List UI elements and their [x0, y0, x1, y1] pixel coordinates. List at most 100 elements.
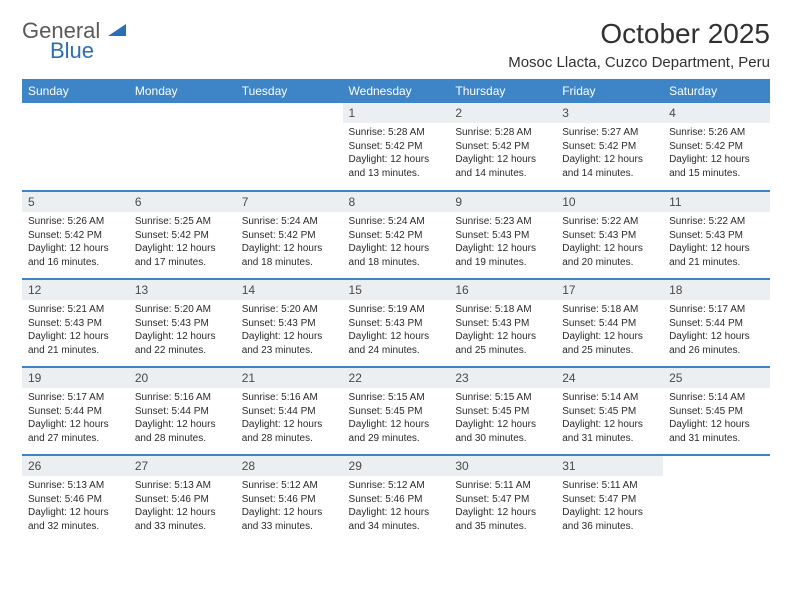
day-number-empty: [236, 103, 343, 123]
calendar-week-row: 5Sunrise: 5:26 AMSunset: 5:42 PMDaylight…: [22, 191, 770, 279]
day-details: Sunrise: 5:13 AMSunset: 5:46 PMDaylight:…: [129, 476, 236, 539]
day-header: Wednesday: [343, 79, 450, 103]
day-details: Sunrise: 5:22 AMSunset: 5:43 PMDaylight:…: [663, 212, 770, 275]
calendar-day-cell: 15Sunrise: 5:19 AMSunset: 5:43 PMDayligh…: [343, 279, 450, 367]
day-details: Sunrise: 5:15 AMSunset: 5:45 PMDaylight:…: [449, 388, 556, 451]
day-details: Sunrise: 5:16 AMSunset: 5:44 PMDaylight:…: [236, 388, 343, 451]
day-number: 24: [556, 368, 663, 388]
day-number: 4: [663, 103, 770, 123]
calendar-day-cell: 24Sunrise: 5:14 AMSunset: 5:45 PMDayligh…: [556, 367, 663, 455]
day-number: 9: [449, 192, 556, 212]
page-title: October 2025: [508, 18, 770, 50]
day-details: Sunrise: 5:14 AMSunset: 5:45 PMDaylight:…: [556, 388, 663, 451]
day-number: 3: [556, 103, 663, 123]
logo-triangle-icon: [108, 22, 130, 43]
day-number: 18: [663, 280, 770, 300]
header: General Blue October 2025 Mosoc Llacta, …: [22, 18, 770, 71]
day-number: 6: [129, 192, 236, 212]
day-header: Saturday: [663, 79, 770, 103]
calendar-day-cell: 5Sunrise: 5:26 AMSunset: 5:42 PMDaylight…: [22, 191, 129, 279]
day-number: 23: [449, 368, 556, 388]
day-number: 12: [22, 280, 129, 300]
day-header: Sunday: [22, 79, 129, 103]
day-details: Sunrise: 5:15 AMSunset: 5:45 PMDaylight:…: [343, 388, 450, 451]
day-header: Thursday: [449, 79, 556, 103]
day-number: 7: [236, 192, 343, 212]
calendar-day-cell: 23Sunrise: 5:15 AMSunset: 5:45 PMDayligh…: [449, 367, 556, 455]
calendar-day-cell: 20Sunrise: 5:16 AMSunset: 5:44 PMDayligh…: [129, 367, 236, 455]
day-number-empty: [129, 103, 236, 123]
calendar-day-cell: 30Sunrise: 5:11 AMSunset: 5:47 PMDayligh…: [449, 455, 556, 543]
calendar-day-cell: [22, 103, 129, 191]
day-details: Sunrise: 5:20 AMSunset: 5:43 PMDaylight:…: [236, 300, 343, 363]
calendar-day-cell: 11Sunrise: 5:22 AMSunset: 5:43 PMDayligh…: [663, 191, 770, 279]
day-details: Sunrise: 5:28 AMSunset: 5:42 PMDaylight:…: [449, 123, 556, 186]
day-details: Sunrise: 5:18 AMSunset: 5:44 PMDaylight:…: [556, 300, 663, 363]
day-number: 16: [449, 280, 556, 300]
day-number: 20: [129, 368, 236, 388]
calendar-day-cell: 17Sunrise: 5:18 AMSunset: 5:44 PMDayligh…: [556, 279, 663, 367]
calendar-day-cell: 13Sunrise: 5:20 AMSunset: 5:43 PMDayligh…: [129, 279, 236, 367]
day-number: 5: [22, 192, 129, 212]
calendar-day-cell: [663, 455, 770, 543]
calendar-day-cell: [236, 103, 343, 191]
day-number: 10: [556, 192, 663, 212]
day-details: Sunrise: 5:18 AMSunset: 5:43 PMDaylight:…: [449, 300, 556, 363]
day-number: 13: [129, 280, 236, 300]
day-details: Sunrise: 5:20 AMSunset: 5:43 PMDaylight:…: [129, 300, 236, 363]
day-details: Sunrise: 5:23 AMSunset: 5:43 PMDaylight:…: [449, 212, 556, 275]
day-number: 2: [449, 103, 556, 123]
day-details: Sunrise: 5:28 AMSunset: 5:42 PMDaylight:…: [343, 123, 450, 186]
day-number: 28: [236, 456, 343, 476]
calendar-week-row: 19Sunrise: 5:17 AMSunset: 5:44 PMDayligh…: [22, 367, 770, 455]
calendar-week-row: 26Sunrise: 5:13 AMSunset: 5:46 PMDayligh…: [22, 455, 770, 543]
day-number: 15: [343, 280, 450, 300]
calendar-table: SundayMondayTuesdayWednesdayThursdayFrid…: [22, 79, 770, 543]
day-number: 1: [343, 103, 450, 123]
day-details: Sunrise: 5:21 AMSunset: 5:43 PMDaylight:…: [22, 300, 129, 363]
calendar-day-cell: 26Sunrise: 5:13 AMSunset: 5:46 PMDayligh…: [22, 455, 129, 543]
day-number: 31: [556, 456, 663, 476]
calendar-day-cell: 7Sunrise: 5:24 AMSunset: 5:42 PMDaylight…: [236, 191, 343, 279]
calendar-week-row: 12Sunrise: 5:21 AMSunset: 5:43 PMDayligh…: [22, 279, 770, 367]
day-number: 26: [22, 456, 129, 476]
day-number: 29: [343, 456, 450, 476]
day-number: 30: [449, 456, 556, 476]
calendar-day-cell: 25Sunrise: 5:14 AMSunset: 5:45 PMDayligh…: [663, 367, 770, 455]
calendar-day-cell: 21Sunrise: 5:16 AMSunset: 5:44 PMDayligh…: [236, 367, 343, 455]
day-number: 21: [236, 368, 343, 388]
calendar-day-cell: 29Sunrise: 5:12 AMSunset: 5:46 PMDayligh…: [343, 455, 450, 543]
day-details: Sunrise: 5:11 AMSunset: 5:47 PMDaylight:…: [556, 476, 663, 539]
calendar-day-cell: 12Sunrise: 5:21 AMSunset: 5:43 PMDayligh…: [22, 279, 129, 367]
title-block: October 2025 Mosoc Llacta, Cuzco Departm…: [508, 18, 770, 71]
day-details: Sunrise: 5:24 AMSunset: 5:42 PMDaylight:…: [343, 212, 450, 275]
day-details: Sunrise: 5:27 AMSunset: 5:42 PMDaylight:…: [556, 123, 663, 186]
calendar-day-cell: 18Sunrise: 5:17 AMSunset: 5:44 PMDayligh…: [663, 279, 770, 367]
day-number-empty: [663, 456, 770, 476]
day-number: 27: [129, 456, 236, 476]
calendar-day-cell: 16Sunrise: 5:18 AMSunset: 5:43 PMDayligh…: [449, 279, 556, 367]
calendar-day-cell: 9Sunrise: 5:23 AMSunset: 5:43 PMDaylight…: [449, 191, 556, 279]
day-number: 14: [236, 280, 343, 300]
day-details: Sunrise: 5:17 AMSunset: 5:44 PMDaylight:…: [22, 388, 129, 451]
calendar-day-cell: 10Sunrise: 5:22 AMSunset: 5:43 PMDayligh…: [556, 191, 663, 279]
calendar-day-cell: 6Sunrise: 5:25 AMSunset: 5:42 PMDaylight…: [129, 191, 236, 279]
day-details: Sunrise: 5:12 AMSunset: 5:46 PMDaylight:…: [236, 476, 343, 539]
day-number: 8: [343, 192, 450, 212]
calendar-day-cell: 4Sunrise: 5:26 AMSunset: 5:42 PMDaylight…: [663, 103, 770, 191]
day-details: Sunrise: 5:16 AMSunset: 5:44 PMDaylight:…: [129, 388, 236, 451]
calendar-day-cell: 2Sunrise: 5:28 AMSunset: 5:42 PMDaylight…: [449, 103, 556, 191]
day-number: 19: [22, 368, 129, 388]
day-details: Sunrise: 5:25 AMSunset: 5:42 PMDaylight:…: [129, 212, 236, 275]
day-details: Sunrise: 5:22 AMSunset: 5:43 PMDaylight:…: [556, 212, 663, 275]
day-number-empty: [22, 103, 129, 123]
day-number: 17: [556, 280, 663, 300]
calendar-day-cell: [129, 103, 236, 191]
day-header: Monday: [129, 79, 236, 103]
day-details: Sunrise: 5:26 AMSunset: 5:42 PMDaylight:…: [663, 123, 770, 186]
day-number: 22: [343, 368, 450, 388]
day-header: Friday: [556, 79, 663, 103]
calendar-day-cell: 14Sunrise: 5:20 AMSunset: 5:43 PMDayligh…: [236, 279, 343, 367]
calendar-day-cell: 19Sunrise: 5:17 AMSunset: 5:44 PMDayligh…: [22, 367, 129, 455]
logo: General Blue: [22, 18, 130, 64]
